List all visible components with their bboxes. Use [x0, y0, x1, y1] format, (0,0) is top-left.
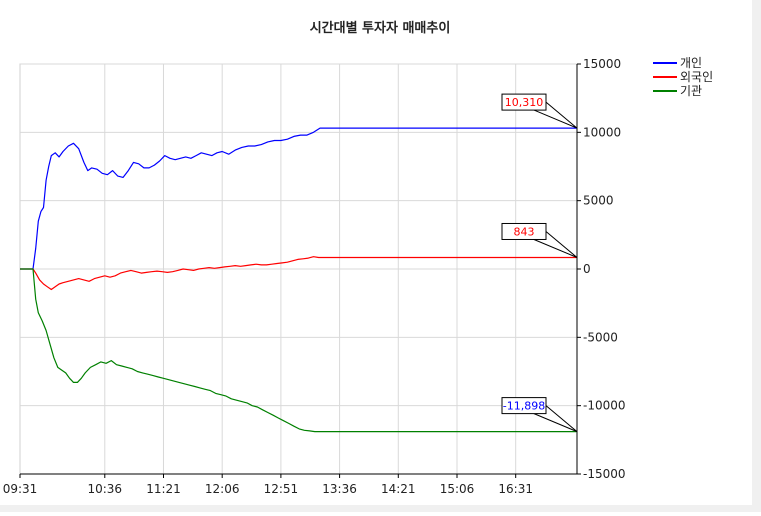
axes: 15000 10000 5000 0 -5000 -10000 -15000 09:31 10:… [3, 57, 626, 496]
chart-title: 시간대별 투자자 매매추이 [310, 20, 451, 36]
x-tick-label: 14:21 [381, 482, 416, 496]
right-strip [752, 0, 761, 512]
x-tick-label: 15:06 [440, 482, 475, 496]
bottom-strip [0, 505, 761, 512]
legend: 개인 외국인 기관 [653, 56, 713, 98]
callout-box-individual [501, 93, 547, 111]
callout-box-institution [501, 397, 547, 415]
callout-box-foreign [501, 222, 547, 240]
y-tick-label: 15000 [583, 57, 621, 71]
series-line-individual [20, 127, 577, 270]
end-value-callouts: 10,310 843 -11,898 [501, 93, 578, 433]
x-tick-label: 10:36 [87, 482, 122, 496]
legend-label-individual: 개인 [680, 56, 702, 70]
legend-label-foreign: 외국인 [680, 70, 713, 84]
x-tick-label: 12:06 [205, 482, 240, 496]
series-line-foreign [20, 256, 577, 291]
x-tick-label: 12:51 [264, 482, 299, 496]
y-tick-label: 10000 [583, 125, 621, 139]
x-tick-label: 11:21 [146, 482, 181, 496]
gridlines [19, 63, 578, 475]
callout-label-individual: 10,310 [505, 96, 544, 109]
y-tick-label: -10000 [583, 399, 626, 413]
callout-label-foreign: 843 [514, 225, 535, 238]
x-tick-label: 16:31 [498, 482, 533, 496]
x-tick-label: 09:31 [3, 482, 38, 496]
y-tick-label: -5000 [583, 330, 618, 344]
series-line-institution [20, 268, 577, 433]
callout-label-institution: -11,898 [503, 400, 545, 413]
series-lines [20, 127, 577, 433]
y-tick-label: 0 [583, 262, 591, 276]
y-tick-label: 5000 [583, 194, 614, 208]
legend-label-institution: 기관 [680, 84, 702, 98]
x-tick-label: 13:36 [322, 482, 357, 496]
y-tick-label: -15000 [583, 467, 626, 481]
